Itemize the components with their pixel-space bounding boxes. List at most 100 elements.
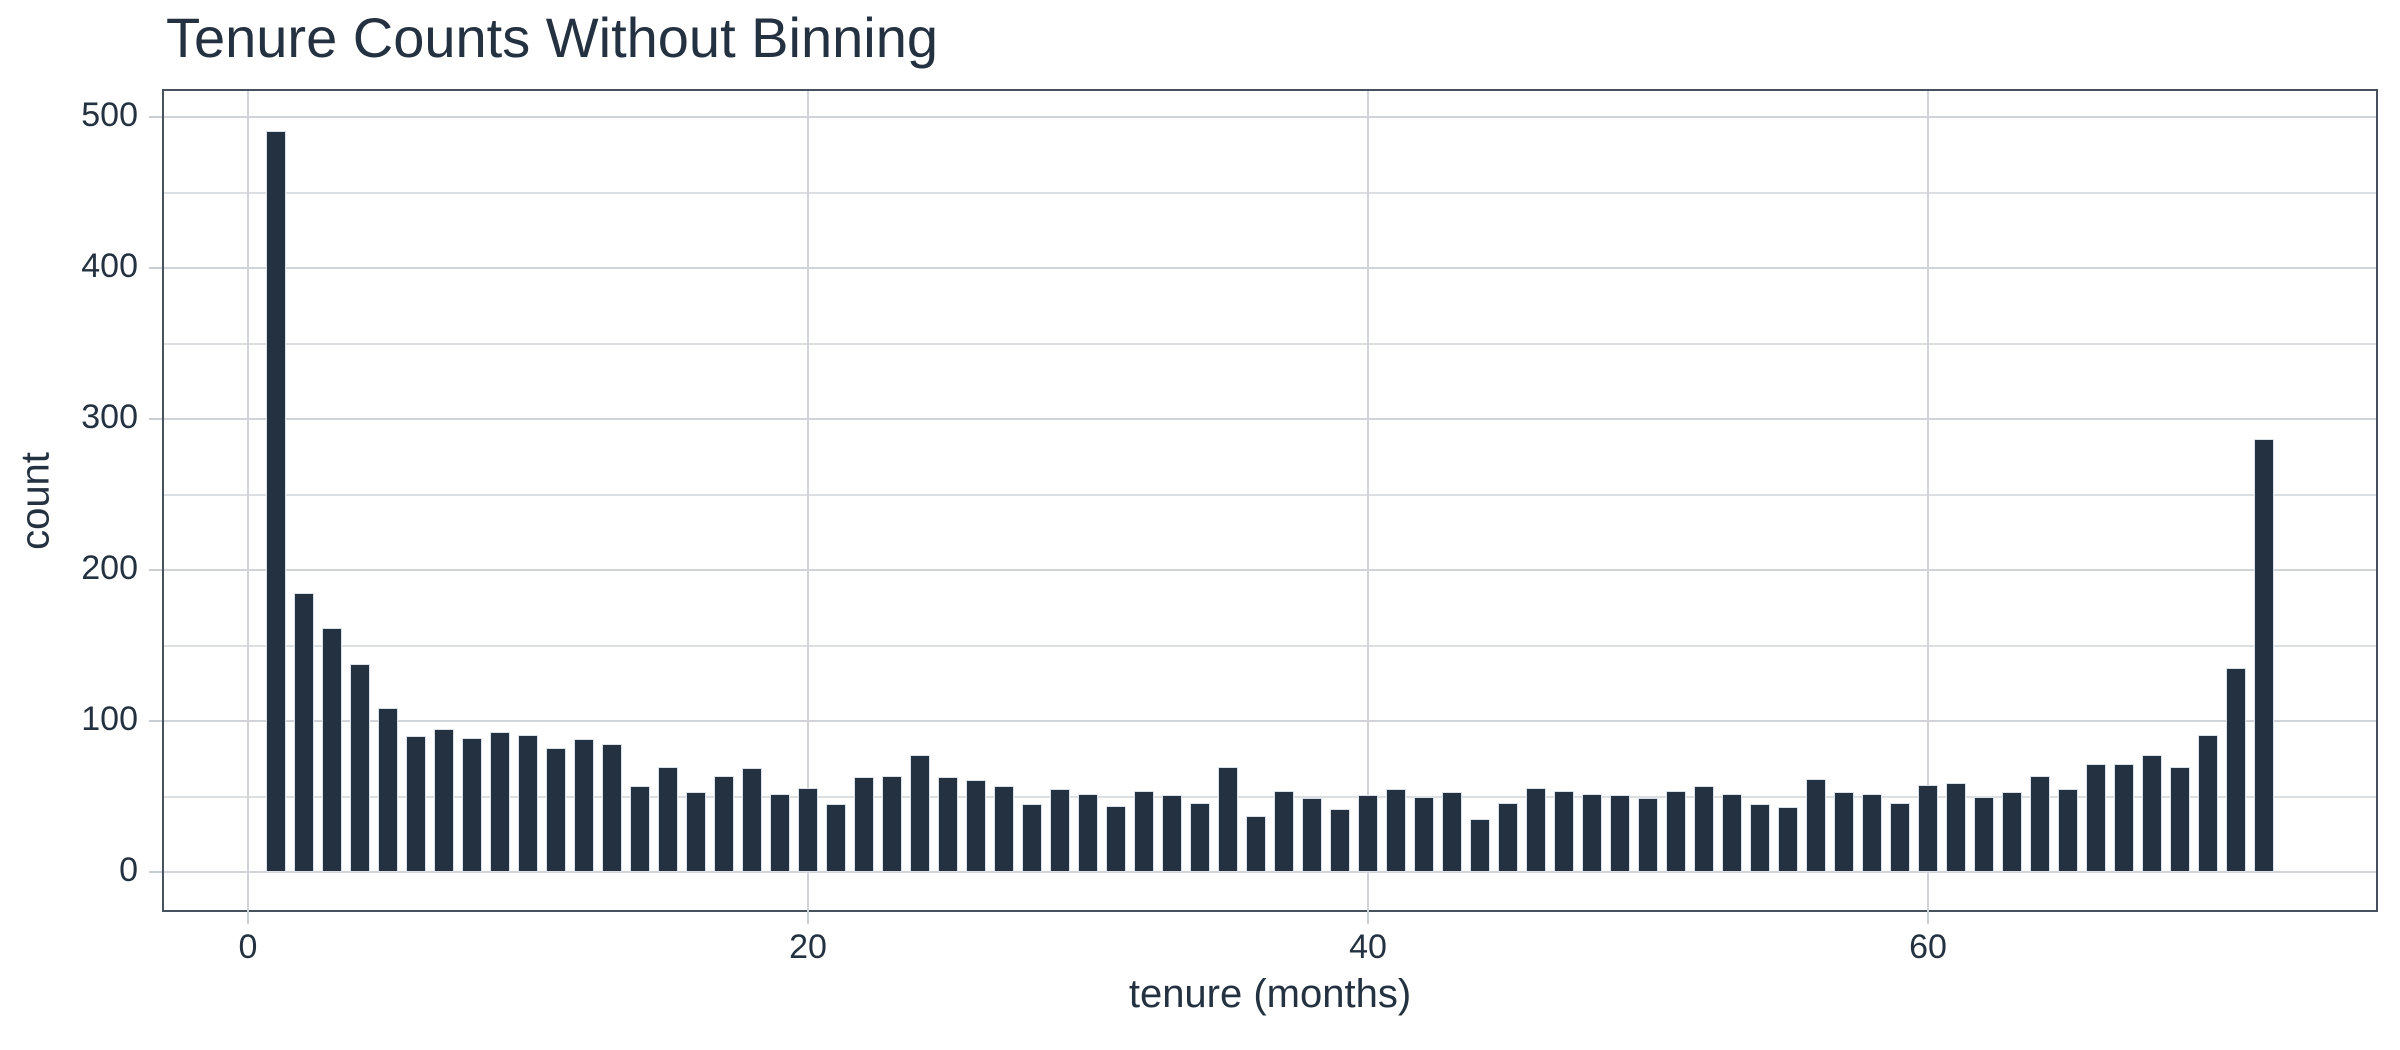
bar-tenure-40 <box>1358 795 1378 873</box>
x-tick-label: 20 <box>789 928 827 966</box>
bar-tenure-67 <box>2114 763 2134 873</box>
bar-tenure-47 <box>1554 790 1574 873</box>
bar-tenure-12 <box>574 739 594 873</box>
x-tick-label: 60 <box>1909 928 1947 966</box>
y-major-gridline <box>164 116 2376 119</box>
bar-tenure-8 <box>462 737 482 873</box>
bar-tenure-10 <box>518 734 538 873</box>
bar-tenure-63 <box>2002 792 2022 873</box>
x-tick-mark <box>247 910 249 924</box>
y-minor-gridline <box>164 191 2376 194</box>
y-major-gridline <box>164 569 2376 572</box>
bar-tenure-66 <box>2086 763 2106 873</box>
bar-tenure-45 <box>1498 802 1518 873</box>
bar-tenure-20 <box>798 787 818 873</box>
y-major-gridline <box>164 871 2376 874</box>
bar-tenure-29 <box>1050 789 1070 873</box>
bar-tenure-42 <box>1414 796 1434 873</box>
y-axis-title: count <box>13 451 58 550</box>
bar-tenure-62 <box>1974 796 1994 873</box>
y-major-gridline <box>164 720 2376 723</box>
bar-tenure-30 <box>1078 793 1098 873</box>
bar-tenure-61 <box>1946 783 1966 873</box>
x-tick-mark <box>1367 910 1369 924</box>
bar-tenure-46 <box>1526 787 1546 873</box>
bar-tenure-49 <box>1610 795 1630 873</box>
y-minor-gridline <box>164 342 2376 345</box>
bar-tenure-57 <box>1834 792 1854 873</box>
bar-tenure-19 <box>770 793 790 873</box>
bar-tenure-33 <box>1162 795 1182 873</box>
bar-tenure-53 <box>1722 793 1742 873</box>
bar-tenure-36 <box>1246 816 1266 873</box>
bar-tenure-56 <box>1806 778 1826 873</box>
bar-tenure-34 <box>1190 802 1210 873</box>
bar-tenure-69 <box>2170 766 2190 873</box>
bar-tenure-15 <box>658 766 678 873</box>
bar-tenure-50 <box>1638 798 1658 873</box>
bar-tenure-1 <box>266 131 286 873</box>
bar-tenure-21 <box>826 804 846 873</box>
bar-tenure-3 <box>322 627 342 873</box>
bar-tenure-60 <box>1918 784 1938 873</box>
bar-tenure-4 <box>350 663 370 873</box>
y-tick-label: 400 <box>81 247 138 286</box>
bar-tenure-7 <box>434 728 454 873</box>
bar-tenure-6 <box>406 736 426 873</box>
bar-tenure-11 <box>546 748 566 873</box>
y-minor-gridline <box>164 644 2376 647</box>
y-minor-gridline <box>164 493 2376 496</box>
y-tick-label: 500 <box>81 96 138 135</box>
bar-tenure-39 <box>1330 808 1350 873</box>
y-tick-mark <box>149 267 162 270</box>
bar-tenure-41 <box>1386 789 1406 873</box>
bar-tenure-65 <box>2058 789 2078 873</box>
bar-tenure-64 <box>2030 775 2050 873</box>
bar-tenure-37 <box>1274 790 1294 873</box>
bar-tenure-35 <box>1218 766 1238 873</box>
bar-tenure-72 <box>2254 438 2274 873</box>
bar-tenure-5 <box>378 707 398 873</box>
bar-tenure-44 <box>1470 819 1490 873</box>
x-tick-label: 40 <box>1349 928 1387 966</box>
bar-tenure-16 <box>686 792 706 873</box>
bar-tenure-68 <box>2142 754 2162 873</box>
x-tick-mark <box>807 910 809 924</box>
y-tick-mark <box>149 720 162 723</box>
bar-tenure-51 <box>1666 790 1686 873</box>
bar-tenure-14 <box>630 786 650 873</box>
bar-tenure-28 <box>1022 804 1042 873</box>
x-major-gridline <box>1367 91 1369 910</box>
bar-tenure-54 <box>1750 804 1770 873</box>
x-tick-mark <box>1927 910 1929 924</box>
y-tick-mark <box>149 569 162 572</box>
bar-tenure-25 <box>938 777 958 873</box>
y-tick-label: 100 <box>81 700 138 739</box>
y-tick-label: 300 <box>81 398 138 437</box>
bar-tenure-43 <box>1442 792 1462 873</box>
bar-tenure-22 <box>854 777 874 873</box>
bar-tenure-52 <box>1694 786 1714 873</box>
bar-tenure-2 <box>294 592 314 873</box>
bar-tenure-32 <box>1134 790 1154 873</box>
bar-tenure-9 <box>490 731 510 873</box>
y-tick-label: 200 <box>81 549 138 588</box>
y-major-gridline <box>164 267 2376 270</box>
x-tick-label: 0 <box>238 928 258 966</box>
bar-tenure-58 <box>1862 793 1882 873</box>
bar-tenure-59 <box>1890 802 1910 873</box>
bar-tenure-17 <box>714 775 734 873</box>
x-major-gridline <box>247 91 249 910</box>
y-tick-mark <box>149 871 162 874</box>
bar-tenure-31 <box>1106 805 1126 873</box>
bar-tenure-23 <box>882 775 902 873</box>
bar-tenure-48 <box>1582 793 1602 873</box>
x-major-gridline <box>1927 91 1929 910</box>
bar-tenure-13 <box>602 743 622 873</box>
x-major-gridline <box>807 91 809 910</box>
y-minor-gridline <box>164 795 2376 798</box>
bar-tenure-71 <box>2226 668 2246 873</box>
bar-tenure-55 <box>1778 807 1798 873</box>
bar-tenure-26 <box>966 780 986 873</box>
